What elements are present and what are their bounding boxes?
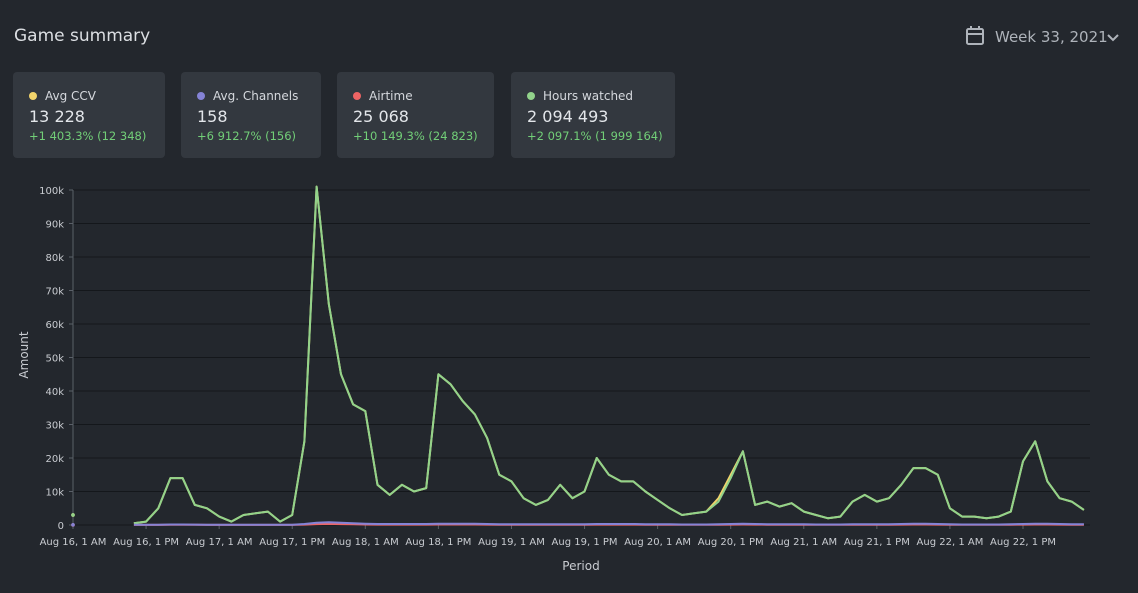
metric-card: Hours watched 2 094 493 +2 097.1% (1 999 1… xyxy=(511,72,675,158)
metric-change: +6 912.7% (156) xyxy=(197,129,297,143)
y-tick-label: 20k xyxy=(45,454,64,465)
chevron xyxy=(1107,34,1119,42)
x-tick-label: Aug 19, 1 AM xyxy=(478,537,545,548)
x-tick-label: Aug 20, 1 AM xyxy=(624,537,691,548)
metric-label: Avg. Channels xyxy=(213,89,299,103)
y-tick-label: 70k xyxy=(45,287,64,298)
metric-card: Avg. Channels 158 +6 912.7% (156) xyxy=(181,72,321,158)
metric-card: Avg CCV 13 228 +1 403.3% (12 348) xyxy=(13,72,165,158)
metric-label: Airtime xyxy=(369,89,413,103)
metric-change: +1 403.3% (12 348) xyxy=(29,129,147,143)
y-tick-label: 30k xyxy=(45,421,64,432)
metric-change: +10 149.3% (24 823) xyxy=(353,129,478,143)
period-picker[interactable]: Week 33, 2021 xyxy=(964,26,1124,50)
metric-label: Avg CCV xyxy=(45,89,97,103)
x-tick-label: Aug 16, 1 AM xyxy=(40,537,107,548)
metric-value: 2 094 493 xyxy=(527,107,609,126)
series-line xyxy=(133,185,1085,525)
y-axis-title: Amount xyxy=(17,331,31,378)
x-tick-label: Aug 18, 1 PM xyxy=(405,537,471,548)
series-line xyxy=(133,521,1084,526)
y-tick-label: 40k xyxy=(45,387,64,398)
x-tick-label: Aug 22, 1 AM xyxy=(917,537,984,548)
x-tick-label: Aug 21, 1 PM xyxy=(844,537,910,548)
metric-value: 13 228 xyxy=(29,107,85,126)
metric-label: Hours watched xyxy=(543,89,634,103)
data-point xyxy=(71,523,75,527)
legend-dot xyxy=(197,92,205,100)
x-tick-label: Aug 16, 1 PM xyxy=(113,537,179,548)
calendar-icon xyxy=(966,26,984,45)
y-tick-label: 60k xyxy=(45,320,64,331)
x-tick-label: Aug 18, 1 AM xyxy=(332,537,399,548)
metric-change: +2 097.1% (1 999 164) xyxy=(527,129,663,143)
data-point xyxy=(71,513,75,517)
metric-value: 158 xyxy=(197,107,228,126)
x-tick-label: Aug 22, 1 PM xyxy=(990,537,1056,548)
x-tick-label: Aug 20, 1 PM xyxy=(698,537,764,548)
y-tick-label: 50k xyxy=(45,354,64,365)
y-tick-label: 100k xyxy=(39,186,64,197)
legend-dot xyxy=(29,92,37,100)
legend-dot xyxy=(527,92,535,100)
series-line xyxy=(133,185,1085,525)
x-axis-title: Period xyxy=(562,559,599,573)
metric-value: 25 068 xyxy=(353,107,409,126)
y-tick-label: 90k xyxy=(45,220,64,231)
y-tick-label: 10k xyxy=(45,488,64,499)
x-tick-label: Aug 17, 1 AM xyxy=(186,537,253,548)
y-tick-label: 0 xyxy=(58,521,64,532)
x-tick-label: Aug 21, 1 AM xyxy=(770,537,837,548)
x-tick-label: Aug 17, 1 PM xyxy=(259,537,325,548)
page-title: Game summary xyxy=(14,26,151,46)
y-tick-label: 80k xyxy=(45,253,64,264)
period-label: Week 33, 2021 xyxy=(995,28,1108,46)
metric-card: Airtime 25 068 +10 149.3% (24 823) xyxy=(337,72,494,158)
x-tick-label: Aug 19, 1 PM xyxy=(552,537,618,548)
legend-dot xyxy=(353,92,361,100)
